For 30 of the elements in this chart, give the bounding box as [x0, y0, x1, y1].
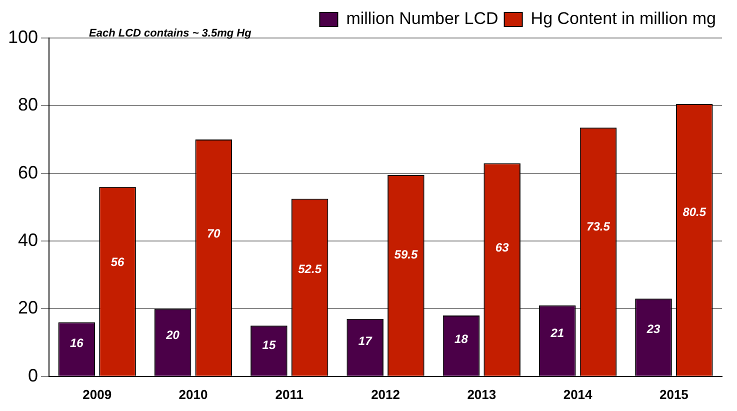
data-label: 18: [454, 332, 468, 346]
annotation: Each LCD contains ~ 3.5mg Hg: [89, 28, 252, 40]
legend-label: million Number LCD: [346, 9, 498, 28]
data-label: 56: [110, 254, 125, 269]
data-label: 23: [646, 322, 660, 336]
data-label: 16: [70, 336, 84, 350]
data-label: 59.5: [394, 248, 418, 262]
data-label: 80.5: [682, 205, 706, 220]
x-tick-label: 2013: [467, 386, 496, 402]
legend-label: Hg Content in million mg: [530, 9, 716, 28]
y-tick-label: 100: [8, 26, 38, 47]
data-label: 21: [550, 326, 564, 340]
y-tick-label: 80: [18, 94, 38, 115]
x-tick-label: 2010: [178, 386, 208, 402]
data-label: 70: [206, 226, 221, 240]
y-tick-label: 0: [28, 365, 38, 386]
y-tick-label: 20: [18, 298, 38, 318]
data-label: 63: [495, 240, 510, 255]
data-label: 15: [262, 338, 276, 352]
data-label: 73.5: [586, 219, 610, 234]
data-label: 20: [165, 328, 180, 342]
x-tick-label: 2014: [563, 386, 594, 402]
x-tick-label: 2009: [82, 386, 112, 402]
y-tick-label: 40: [18, 230, 38, 250]
y-tick-label: 60: [18, 162, 38, 182]
x-tick-label: 2015: [659, 386, 688, 402]
x-tick-label: 2012: [371, 386, 400, 402]
data-label: 52.5: [298, 262, 322, 276]
x-tick-label: 2011: [275, 386, 304, 402]
data-label: 17: [358, 334, 374, 348]
